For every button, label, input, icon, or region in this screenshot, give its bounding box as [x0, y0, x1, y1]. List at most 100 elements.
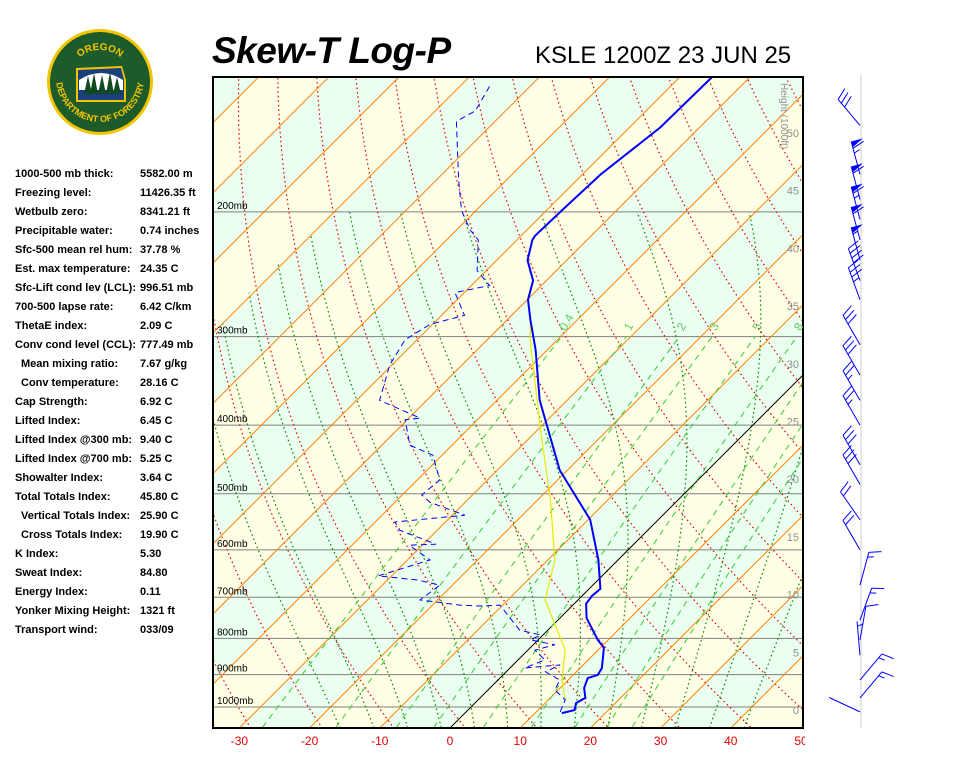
stat-row: Cross Totals Index: 19.90 C: [15, 529, 215, 548]
wind-barb-full: [842, 385, 852, 397]
stat-value: 996.51 mb: [140, 282, 194, 294]
wind-barb-full: [845, 365, 855, 376]
wind-barb-full: [845, 340, 855, 351]
stat-value: 11426.35 ft: [140, 187, 196, 199]
height-tick-label: 10: [787, 590, 799, 602]
stat-label: Lifted Index:: [15, 415, 81, 427]
height-tick-label: 5: [793, 647, 799, 659]
wind-barb: [842, 385, 861, 426]
dry-adiabat: [928, 55, 960, 737]
stability-indices-panel: 1000-500 mb thick: 5582.00 m Freezing leve…: [15, 168, 215, 643]
wind-barb: [840, 481, 861, 521]
moist-adiabat: [462, 211, 582, 728]
wind-barb-staff: [859, 552, 870, 586]
stat-row: Transport wind: 033/09: [15, 624, 215, 643]
plot-frame: [212, 76, 804, 729]
mixing-ratio-line: [395, 336, 680, 728]
wind-barb-half: [853, 277, 859, 283]
wind-barb: [850, 163, 864, 200]
mixing-ratio-line: [432, 336, 713, 728]
wind-barb-staff: [850, 141, 861, 175]
stat-label: Transport wind:: [15, 624, 98, 636]
wind-barb-full: [845, 390, 855, 401]
moist-adiabat: [277, 261, 442, 728]
moist-adiabat: [221, 320, 375, 728]
wind-barb-pennant: [851, 183, 863, 193]
stat-value: 6.42 C/km: [140, 301, 192, 313]
stat-label: Yonker Mixing Height:: [15, 605, 131, 617]
wind-barb-staff: [842, 370, 861, 401]
dry-adiabat: [472, 77, 803, 647]
height-tick-label: 20: [787, 474, 799, 486]
stat-value: 777.49 mb: [140, 339, 194, 351]
wind-barb-staff: [837, 99, 861, 126]
moist-adiabat: [539, 211, 629, 728]
wind-barb-full: [852, 206, 864, 215]
wind-barb: [842, 425, 861, 466]
isotherm-line: [213, 77, 681, 545]
wind-barb: [850, 224, 863, 261]
wind-barb-full: [845, 309, 855, 320]
wind-barb-full: [852, 186, 864, 194]
wind-barb: [837, 88, 861, 126]
stat-label: Est. max temperature:: [15, 263, 131, 275]
stat-row: 700-500 lapse rate: 6.42 C/km: [15, 301, 215, 320]
isobar-label: 1000mb: [217, 696, 254, 707]
height-tick-label: 35: [787, 301, 799, 313]
isotherm-line: [213, 77, 611, 475]
wind-barb-staff: [847, 267, 861, 300]
wind-barb: [842, 510, 861, 551]
stat-row: Showalter Index: 3.64 C: [15, 472, 215, 491]
stat-row: Energy Index: 0.11: [15, 586, 215, 605]
stat-row: Vertical Totals Index: 25.90 C: [15, 510, 215, 529]
stat-value: 84.80: [140, 567, 168, 579]
dry-adiabat: [852, 55, 960, 737]
stat-label: Energy Index:: [15, 586, 88, 598]
wind-barb-staff: [842, 395, 861, 426]
dry-adiabat: [589, 77, 803, 454]
isotherm-line: [238, 163, 803, 728]
wind-barb: [859, 653, 894, 681]
stat-value: 45.80 C: [140, 491, 179, 503]
stat-value: 24.35 C: [140, 263, 179, 275]
stat-label: Showalter Index:: [15, 472, 104, 484]
isotherm-line: [863, 55, 960, 737]
dry-adiabat: [277, 77, 538, 728]
wind-barb-full: [842, 361, 852, 372]
isotherm-line: [213, 77, 330, 194]
stat-value: 7.67 g/kg: [140, 358, 188, 370]
wind-barb-staff: [842, 520, 861, 551]
sounding-profiles: [378, 77, 713, 715]
moist-adiabat: [636, 211, 688, 728]
wind-barb-full: [847, 344, 857, 355]
stat-value: 6.92 C: [140, 396, 173, 408]
stat-row: Sfc-Lift cond lev (LCL): 996.51 mb: [15, 282, 215, 301]
wind-barb-full: [842, 425, 852, 436]
stat-value: 033/09: [140, 624, 174, 636]
wind-barb-full: [848, 240, 859, 250]
wind-barb-full: [845, 514, 855, 526]
wind-barb-staff: [840, 491, 861, 521]
wind-barb-staff: [847, 248, 861, 281]
wind-barb-full: [844, 96, 852, 108]
wind-barb-full: [847, 314, 857, 325]
stat-label: Mean mixing ratio:: [21, 358, 119, 370]
x-tick-label: 20: [584, 734, 598, 748]
isobar-label: 200mb: [217, 201, 248, 212]
parcel-trace: [529, 319, 566, 700]
stat-value: 5.30: [140, 548, 162, 560]
isobar-label: 700mb: [217, 586, 248, 597]
wind-barb: [859, 671, 894, 699]
wind-barb-half: [847, 399, 853, 405]
dry-adiabat: [511, 77, 803, 583]
wind-barb-full: [847, 434, 857, 445]
dry-adiabat: [213, 511, 323, 728]
wind-barb-half: [847, 374, 853, 380]
wind-barb: [850, 183, 864, 220]
x-tick-label: -30: [231, 734, 249, 748]
x-tick-label: 0: [447, 734, 454, 748]
stat-value: 0.74 inches: [140, 225, 200, 237]
zero-isotherm-line: [449, 374, 803, 728]
wind-barb-staff: [850, 206, 861, 240]
page-title: Skew-T Log-P: [212, 30, 451, 71]
